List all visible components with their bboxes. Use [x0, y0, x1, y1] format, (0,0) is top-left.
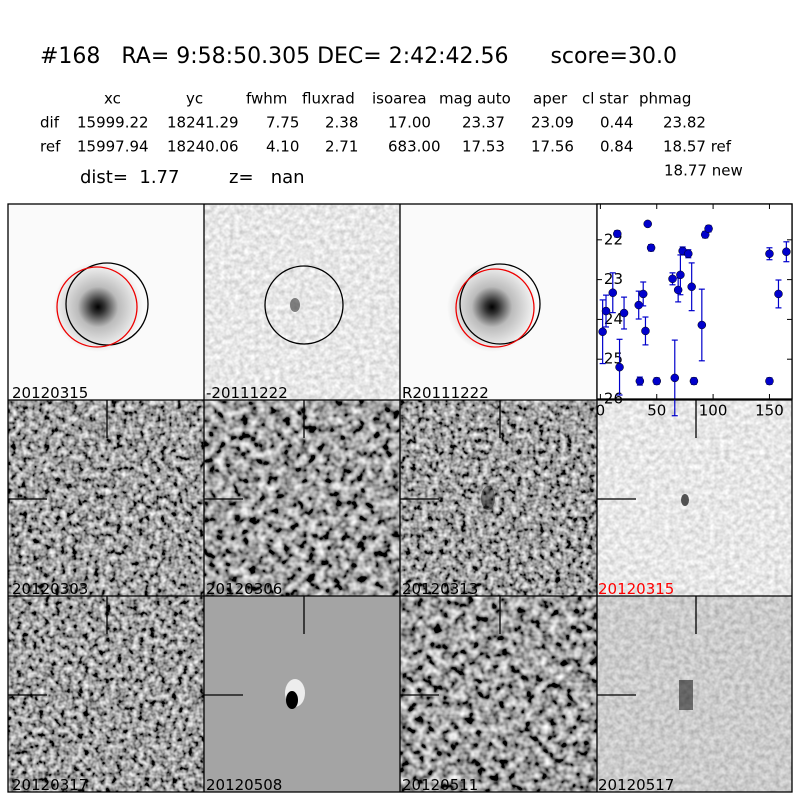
column-header: xc — [104, 90, 121, 108]
point — [670, 373, 680, 383]
aperture — [56, 266, 138, 348]
point — [641, 326, 650, 336]
panel-label: R20111222 — [402, 384, 489, 402]
table-cell: 2.71 — [325, 138, 358, 156]
table-cell: 18240.06 — [167, 138, 239, 156]
point — [598, 327, 607, 336]
point — [676, 270, 685, 280]
point — [765, 376, 774, 386]
panel-label: 20120517 — [598, 776, 674, 794]
column-header: fwhm — [246, 90, 287, 108]
column-header: fluxrad — [302, 90, 355, 108]
table-cell: 17.56 — [531, 138, 574, 156]
aperture — [459, 263, 541, 345]
table-cell: 15999.22 — [77, 114, 149, 132]
point — [652, 376, 661, 386]
residual — [481, 486, 495, 510]
table-cell: 23.82 — [663, 114, 706, 132]
column-header: cl star — [582, 90, 629, 108]
image — [204, 400, 400, 596]
aperture — [455, 268, 535, 348]
phmag-new: 18.77 new — [664, 162, 743, 180]
table-cell: 2.38 — [325, 114, 358, 132]
point — [697, 320, 707, 330]
plot-frame — [596, 203, 793, 400]
title: #168 RA= 9:58:50.305 DEC= 2:42:42.56 sco… — [40, 44, 677, 69]
table-cell: 18.57 ref — [663, 138, 732, 156]
y-tick-label: 23 — [604, 270, 623, 288]
point — [668, 274, 677, 284]
point — [634, 300, 643, 310]
x-tick-label: 0 — [596, 402, 606, 420]
point — [638, 289, 648, 299]
image — [8, 596, 204, 792]
x-tick-label: 50 — [647, 402, 666, 420]
column-header: phmag — [639, 90, 691, 108]
point — [646, 243, 656, 253]
image — [8, 400, 204, 596]
aperture — [65, 262, 149, 346]
y-tick-label: 24 — [604, 310, 623, 328]
residual — [286, 691, 298, 709]
panels — [7, 203, 793, 793]
panel-label: 20120315 — [12, 384, 88, 402]
image — [204, 204, 400, 400]
point — [608, 288, 618, 297]
column-header: yc — [186, 90, 203, 108]
panel-label: 20120306 — [206, 580, 282, 598]
table-cell: 17.53 — [462, 138, 505, 156]
panel-label: 20120317 — [12, 776, 88, 794]
point — [687, 282, 696, 292]
panel-label: 20120511 — [402, 776, 478, 794]
table-cell: 4.10 — [266, 138, 299, 156]
column-header: mag auto — [439, 90, 511, 108]
crosshairs — [8, 400, 697, 696]
x-tick-label: 150 — [755, 402, 784, 420]
row-label: ref — [40, 138, 61, 156]
point — [619, 308, 629, 318]
table-cell: 23.37 — [462, 114, 505, 132]
table-cell: 15997.94 — [77, 138, 149, 156]
aperture — [264, 265, 344, 345]
panel-label: -20111222 — [206, 384, 288, 402]
point — [689, 376, 699, 386]
point — [765, 249, 774, 258]
dist: dist= 1.77 — [80, 167, 179, 188]
z: z= nan — [229, 167, 305, 188]
table-cell: 17.00 — [388, 114, 431, 132]
point — [704, 224, 713, 233]
row-label: dif — [40, 114, 60, 132]
image — [597, 596, 792, 792]
image — [400, 400, 597, 596]
table-cell: 7.75 — [266, 114, 299, 132]
point — [615, 362, 624, 372]
table-cell: 0.44 — [600, 114, 633, 132]
panel-label: 20120315 — [598, 580, 674, 598]
table-cell: 23.09 — [531, 114, 574, 132]
point — [782, 247, 791, 257]
table-cell: 0.84 — [600, 138, 633, 156]
point — [635, 376, 645, 386]
image — [400, 596, 597, 792]
panel-label: 20120303 — [12, 580, 88, 598]
point — [774, 289, 783, 299]
table-cell: 683.00 — [388, 138, 441, 156]
plot-area — [597, 204, 792, 399]
residual — [681, 494, 689, 506]
x-tick-label: 100 — [699, 402, 728, 420]
image — [597, 400, 792, 596]
panel-label: 20120508 — [206, 776, 282, 794]
point — [601, 306, 611, 316]
point — [643, 219, 652, 229]
panel-label: 20120313 — [402, 580, 478, 598]
column-header: aper — [533, 90, 568, 108]
residual — [679, 680, 693, 710]
column-header: isoarea — [372, 90, 427, 108]
point — [613, 229, 622, 239]
point — [684, 249, 693, 258]
residual — [290, 298, 300, 312]
table-cell: 18241.29 — [167, 114, 239, 132]
